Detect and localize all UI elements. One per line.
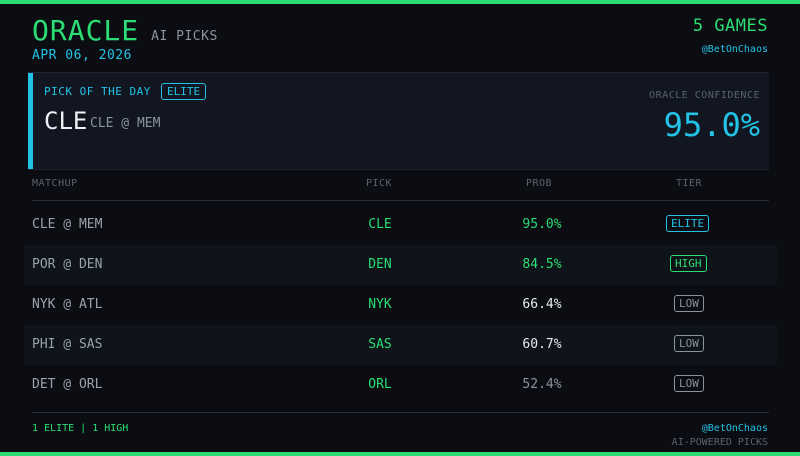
tier-badge: LOW: [674, 335, 704, 352]
confidence-label: ORACLE CONFIDENCE: [649, 90, 760, 101]
header-handle[interactable]: @BetOnChaos: [701, 44, 768, 55]
row-matchup: DET @ ORL: [32, 377, 103, 392]
footer-tagline: AI-POWERED PICKS: [671, 437, 768, 448]
confidence-value: 95.0%: [663, 106, 760, 144]
row-matchup: CLE @ MEM: [32, 217, 103, 232]
picks-table-header: MATCHUP PICK PROB TIER: [32, 176, 769, 201]
table-row[interactable]: POR @ DEN DEN 84.5% HIGH: [24, 245, 777, 285]
footer-divider: [32, 412, 769, 413]
row-prob: 60.7%: [522, 337, 562, 352]
footer-handle[interactable]: @BetOnChaos: [701, 423, 768, 434]
row-matchup: PHI @ SAS: [32, 337, 103, 352]
table-row[interactable]: CLE @ MEM CLE 95.0% ELITE: [24, 205, 777, 245]
table-row[interactable]: DET @ ORL ORL 52.4% LOW: [24, 365, 777, 405]
pick-card-accent-bar: [28, 73, 33, 169]
row-matchup: NYK @ ATL: [32, 297, 103, 312]
row-prob: 66.4%: [522, 297, 562, 312]
bottom-accent-rule: [0, 452, 800, 456]
row-pick: NYK: [368, 297, 392, 312]
date-label: APR 06, 2026: [32, 48, 132, 63]
pick-tier-badge: ELITE: [161, 83, 207, 100]
row-pick: CLE: [368, 217, 392, 232]
pick-team: CLE: [44, 107, 88, 135]
row-pick: DEN: [368, 257, 392, 272]
pick-matchup: CLE @ MEM: [90, 116, 161, 131]
row-pick: SAS: [368, 337, 392, 352]
table-row[interactable]: PHI @ SAS SAS 60.7% LOW: [24, 325, 777, 365]
tier-badge: LOW: [674, 295, 704, 312]
table-row[interactable]: NYK @ ATL NYK 66.4% LOW: [24, 285, 777, 325]
pick-of-day-label: PICK OF THE DAY: [44, 85, 151, 98]
tier-badge: LOW: [674, 375, 704, 392]
column-header-pick: PICK: [366, 178, 393, 189]
brand-subtitle: AI PICKS: [151, 29, 218, 44]
row-pick: ORL: [368, 377, 392, 392]
column-header-matchup: MATCHUP: [32, 178, 78, 189]
tier-badge: ELITE: [666, 215, 710, 232]
column-header-tier: TIER: [676, 178, 703, 189]
pick-of-the-day-card: PICK OF THE DAY ELITE CLE CLE @ MEM ORAC…: [28, 72, 769, 170]
row-prob: 95.0%: [522, 217, 562, 232]
brand-title: ORACLE: [32, 14, 140, 47]
row-prob: 52.4%: [522, 377, 562, 392]
tier-badge: HIGH: [670, 255, 707, 272]
picks-table: CLE @ MEM CLE 95.0% ELITE POR @ DEN DEN …: [24, 205, 777, 405]
tier-summary: 1 ELITE | 1 HIGH: [32, 423, 129, 434]
top-accent-rule: [0, 0, 800, 4]
row-prob: 84.5%: [522, 257, 562, 272]
brand: ORACLE AI PICKS: [32, 14, 218, 47]
games-count: 5 GAMES: [692, 16, 768, 36]
column-header-prob: PROB: [526, 178, 553, 189]
row-matchup: POR @ DEN: [32, 257, 103, 272]
